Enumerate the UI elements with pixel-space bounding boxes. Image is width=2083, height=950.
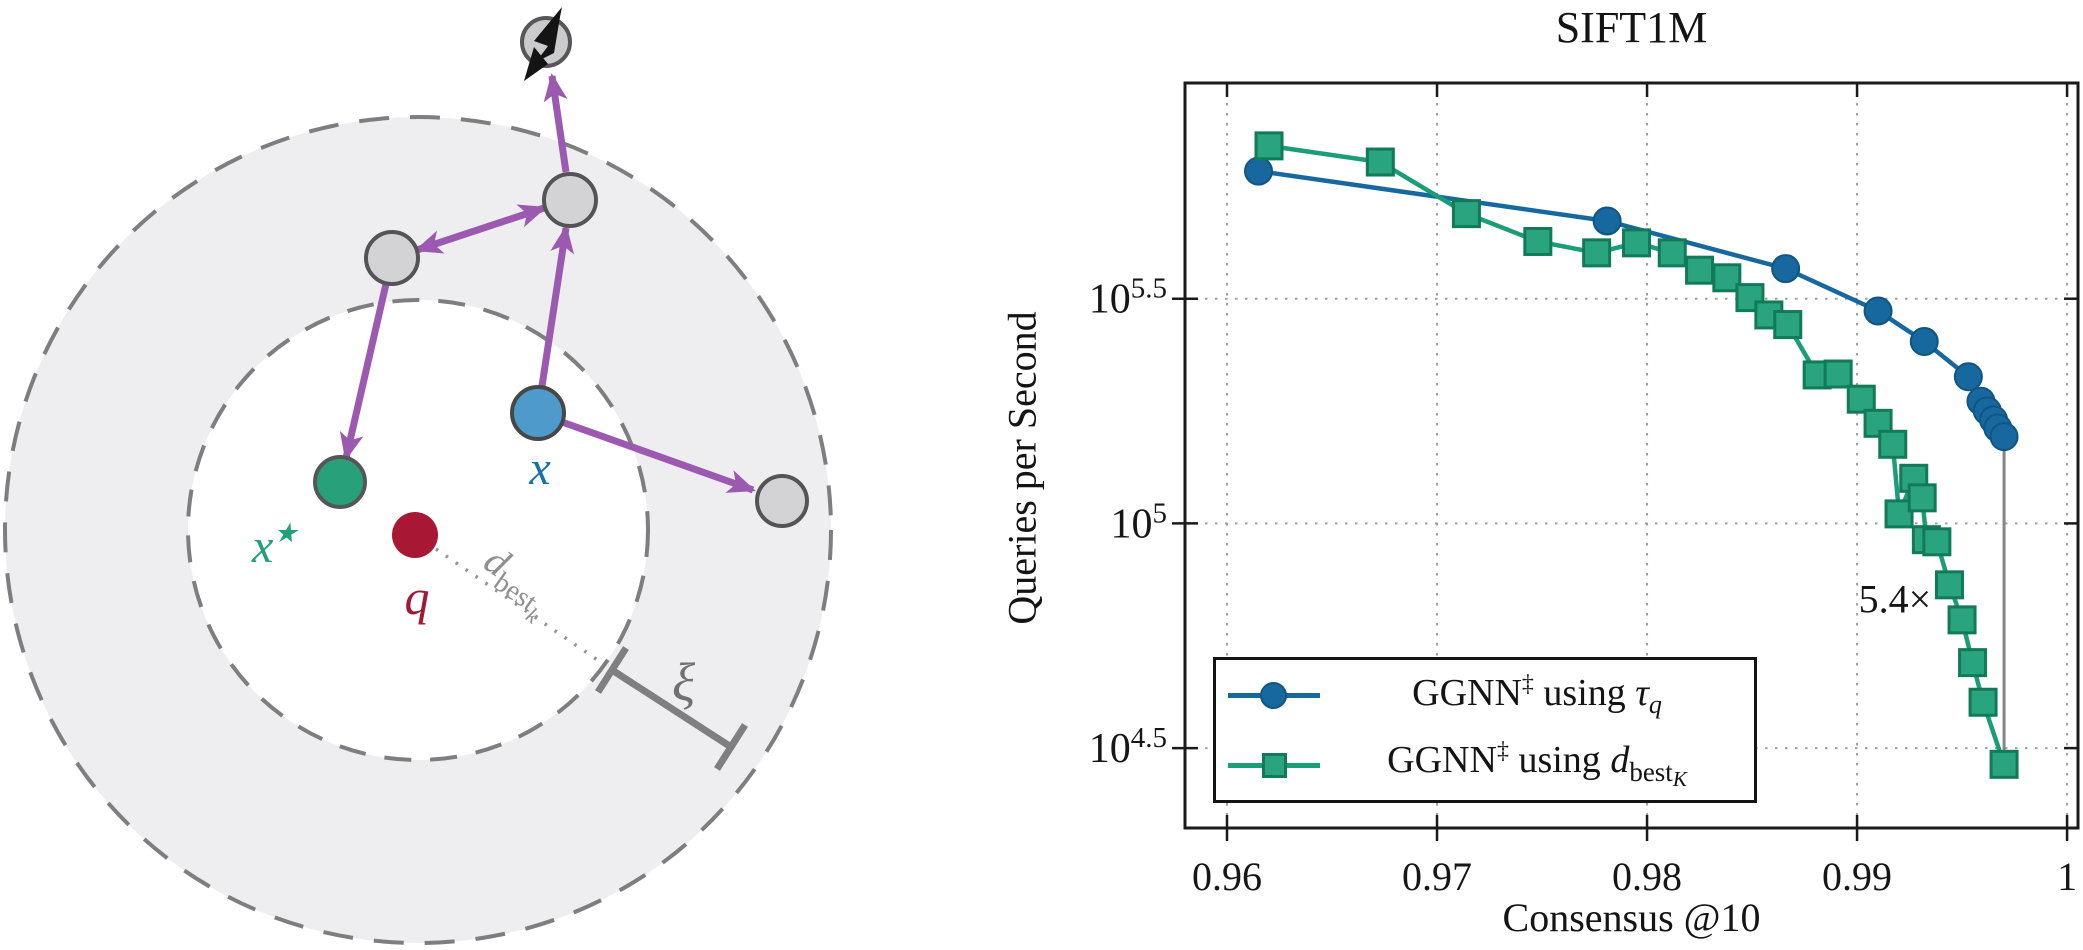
data-point-dbest xyxy=(1958,648,1988,678)
data-point-dbest xyxy=(1863,408,1893,438)
best-neighbor-node xyxy=(313,455,367,509)
data-point-dbest xyxy=(1365,147,1395,177)
data-point-dbest xyxy=(1657,238,1687,268)
slack-bracket xyxy=(595,646,748,771)
legend-label-tau: GGNN‡ using τq xyxy=(1412,670,1662,719)
traversal-edge-top-to-terminate xyxy=(543,73,570,173)
x-tick-label: 0.98 xyxy=(1612,854,1682,899)
current-node-label: x xyxy=(528,442,550,495)
legend-marker-circle-icon xyxy=(1228,680,1320,710)
data-point-dbest xyxy=(1878,429,1908,459)
data-point-tau xyxy=(1244,156,1274,186)
x-tick-label: 0.96 xyxy=(1192,854,1262,899)
traversal-edge-x-up xyxy=(538,225,575,387)
graph-node-upper xyxy=(542,172,598,228)
graph-node-right xyxy=(755,474,809,528)
data-point-dbest xyxy=(1582,238,1612,268)
legend: GGNN‡ using τq GGNN‡ using dbestK xyxy=(1213,657,1757,803)
series-line-tau xyxy=(1258,168,2006,438)
traversal-edge-x-right xyxy=(560,418,756,494)
legend-marker-square-icon xyxy=(1228,750,1320,780)
data-point-dbest xyxy=(1968,687,1998,717)
data-point-dbest xyxy=(1685,255,1715,285)
data-point-dbest xyxy=(1622,228,1652,258)
y-tick-label: 105 xyxy=(1111,497,1168,547)
diagram: x★ q x dbestk ξ xyxy=(3,7,833,945)
best-neighbor-label: x★ xyxy=(251,518,299,573)
data-point-dbest xyxy=(1907,483,1937,513)
current-node xyxy=(510,385,566,441)
data-point-dbest xyxy=(1451,199,1481,229)
data-point-dbest xyxy=(1846,384,1876,414)
data-point-dbest xyxy=(1922,527,1952,557)
traversal-edge-bidirectional xyxy=(414,204,547,254)
data-point-dbest xyxy=(1254,131,1284,161)
legend-item-tau: GGNN‡ using τq xyxy=(1216,660,1754,730)
x-axis-label: Consensus @10 xyxy=(1502,895,1761,940)
data-point-dbest xyxy=(1823,359,1853,389)
x-tick-label: 0.99 xyxy=(1822,854,1892,899)
data-point-dbest xyxy=(1735,283,1765,313)
data-point-tau xyxy=(1909,326,1939,356)
y-tick-label: 104.5 xyxy=(1089,722,1167,772)
legend-label-dbest: GGNN‡ using dbestK xyxy=(1387,738,1687,791)
lightning-icon xyxy=(524,7,562,81)
data-point-dbest xyxy=(1947,605,1977,635)
data-point-dbest xyxy=(1989,749,2019,779)
graph-node-left xyxy=(364,230,420,286)
data-point-dbest xyxy=(1773,310,1803,340)
data-point-dbest xyxy=(1934,570,1964,600)
chart-title: SIFT1M xyxy=(1555,3,1708,52)
plot-border xyxy=(1183,81,2080,830)
x-tick-label: 1 xyxy=(2057,854,2077,899)
y-tick-label: 105.5 xyxy=(1089,273,1167,323)
data-point-tau xyxy=(1771,254,1801,284)
data-point-tau xyxy=(1989,422,2019,452)
x-tick-label: 0.97 xyxy=(1402,854,1472,899)
data-point-dbest xyxy=(1523,226,1553,256)
traversal-edge-to-best xyxy=(339,283,390,461)
slack-label: ξ xyxy=(672,652,696,712)
data-point-tau xyxy=(1953,362,1983,392)
legend-item-dbest: GGNN‡ using dbestK xyxy=(1216,730,1754,800)
speedup-annotation: 5.4× xyxy=(1859,577,1932,622)
y-axis-label: Queries per Second xyxy=(999,311,1045,625)
data-point-tau xyxy=(1592,206,1622,236)
query-label: q xyxy=(405,569,430,625)
data-point-tau xyxy=(1863,296,1893,326)
query-point xyxy=(392,512,438,558)
